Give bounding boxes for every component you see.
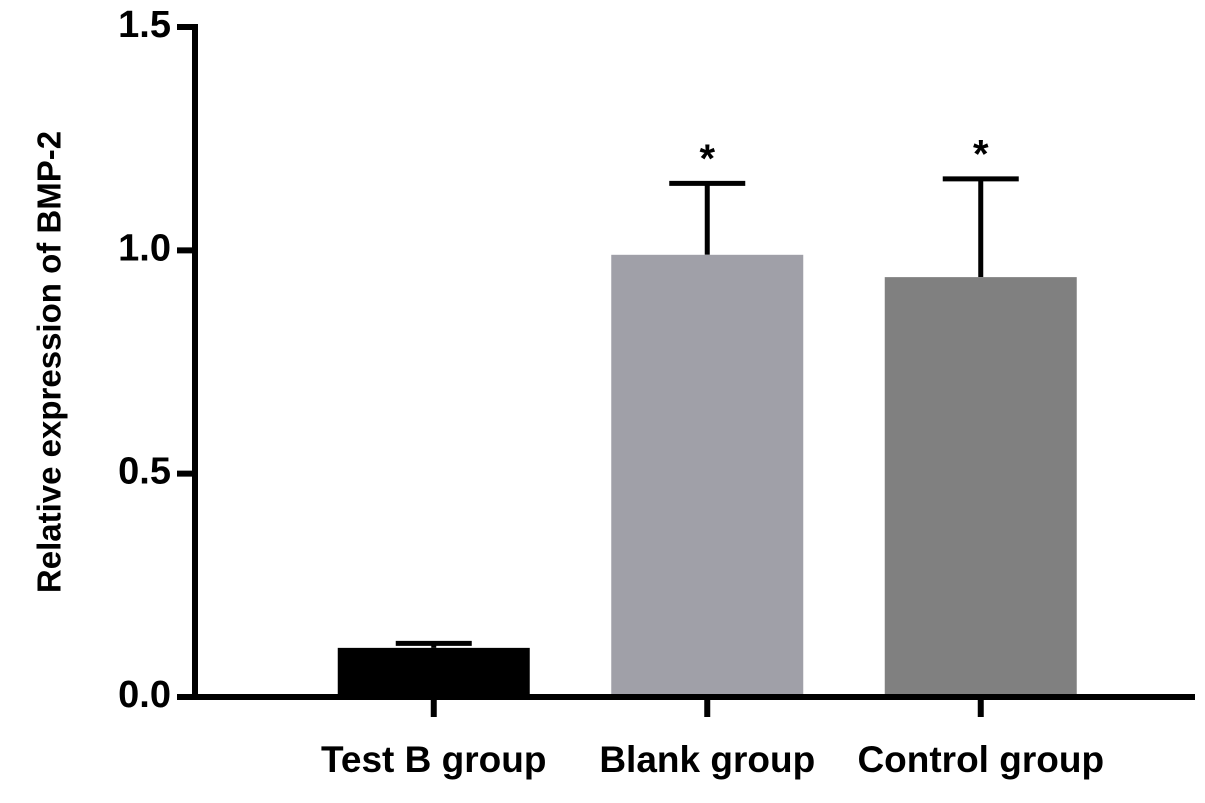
x-tick-label: Control group bbox=[857, 739, 1104, 780]
x-tick-label: Test B group bbox=[321, 739, 546, 780]
y-tick-label: 1.0 bbox=[118, 227, 171, 269]
significance-marker: * bbox=[699, 137, 715, 181]
y-tick-label: 0.5 bbox=[118, 451, 171, 493]
bar bbox=[884, 277, 1077, 697]
y-tick-label: 0.0 bbox=[118, 674, 171, 716]
y-axis-label: Relative expression of BMP-2 bbox=[31, 131, 68, 593]
y-tick-label: 1.5 bbox=[118, 4, 171, 46]
bar bbox=[337, 647, 530, 697]
x-tick-label: Blank group bbox=[599, 739, 815, 780]
significance-marker: * bbox=[973, 132, 989, 176]
bar bbox=[611, 254, 804, 698]
